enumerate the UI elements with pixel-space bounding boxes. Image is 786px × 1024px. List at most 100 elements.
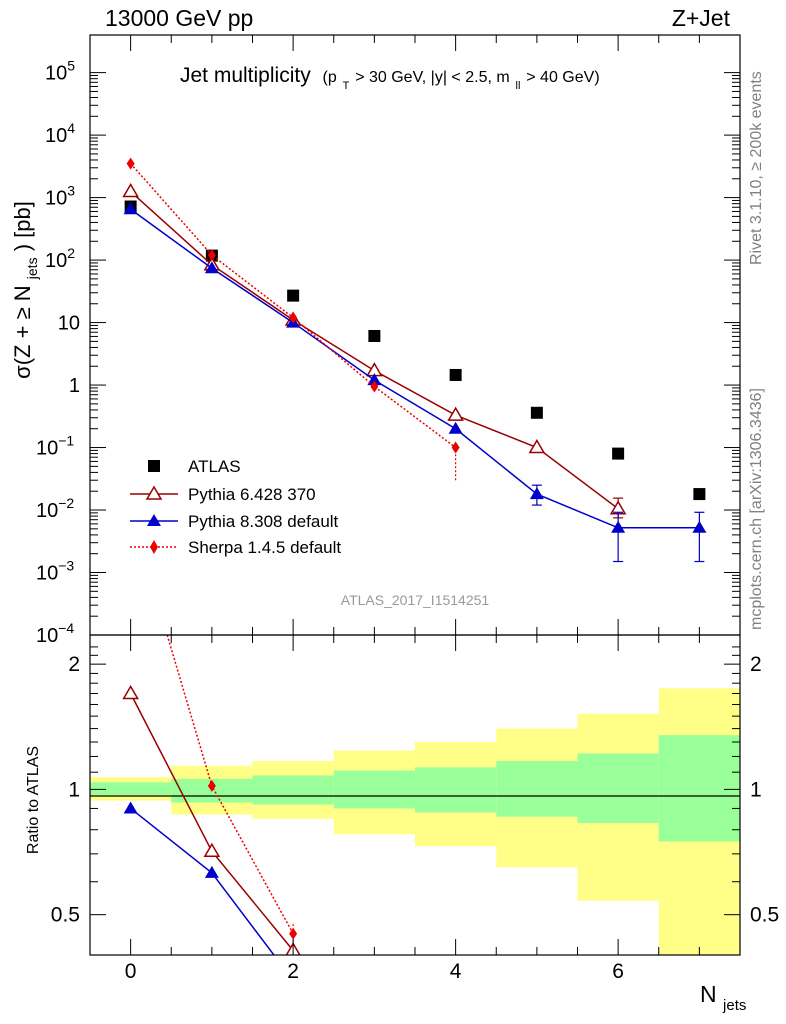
analysis-watermark: ATLAS_2017_I1514251 — [341, 592, 490, 608]
ratio-point — [122, 685, 139, 700]
main-x-axis-ticks — [89, 35, 741, 635]
ratio-y-axis-label: Ratio to ATLAS — [25, 746, 42, 854]
ratio-point — [123, 801, 138, 814]
legend-entry-atlas: ATLAS — [148, 457, 241, 476]
data-point — [447, 406, 464, 421]
main-y-tick-label-base: 10 — [36, 625, 58, 647]
main-y-tick-label-exponent: −4 — [58, 620, 74, 636]
legend-entry-pythia8: Pythia 8.308 default — [130, 512, 339, 531]
ratio-x-axis-ticks: 0 2 4 6 — [89, 635, 741, 983]
plot-title: Jet multiplicity (p T > 30 GeV, |y| < 2.… — [180, 64, 600, 94]
main-y-tick-label: 10 — [58, 313, 80, 335]
data-point — [528, 439, 546, 454]
data-point — [448, 421, 463, 434]
main-y-tick-label-base: 10 — [45, 188, 67, 210]
y-axis-label-sub: jets — [24, 257, 40, 280]
main-y-tick-label: 104 — [45, 120, 75, 147]
data-point — [287, 289, 300, 302]
ratio-point — [203, 842, 221, 858]
data-point — [692, 520, 707, 533]
legend-marker-pythia8 — [147, 514, 161, 526]
ratio-y-tick-label-right: 0.5 — [750, 904, 779, 927]
x-tick-label: 0 — [125, 960, 137, 983]
x-tick-label: 6 — [612, 960, 624, 983]
legend-marker-sherpa — [150, 540, 158, 554]
series-sherpa-1-4-5-default — [126, 157, 460, 481]
y-axis-label: σ(Z + ≥ N jets ) [pb] — [10, 201, 42, 379]
legend-entry-sherpa: Sherpa 1.4.5 default — [130, 538, 341, 557]
main-y-tick-label-exponent: 5 — [67, 58, 75, 74]
main-y-tick-label-base: 10 — [45, 63, 67, 85]
plot-title-sub-ll: ll — [516, 80, 521, 92]
data-point — [289, 311, 298, 324]
ratio-y-tick-label: 1 — [68, 778, 80, 801]
y-axis-label-main: σ(Z + ≥ N — [10, 285, 35, 379]
data-point — [126, 157, 135, 170]
data-point — [370, 380, 379, 393]
ratio-bands — [90, 688, 740, 955]
ratio-stat-uncertainty-band — [496, 761, 578, 817]
ratio-point — [204, 865, 219, 878]
data-point — [367, 373, 382, 386]
ratio-point — [207, 779, 216, 792]
main-y-tick-label-exponent: −3 — [58, 558, 74, 574]
ratio-y-axis-ticks: 0.5 0.5 1 1 2 2 — [51, 646, 779, 956]
main-y-tick-label-exponent: 3 — [67, 183, 75, 199]
ratio-stat-uncertainty-band — [415, 767, 497, 813]
data-point — [122, 183, 139, 198]
main-y-tick-label-base: 10 — [45, 250, 67, 272]
ratio-stat-uncertainty-band — [90, 782, 172, 795]
main-y-tick-label: 10−2 — [36, 495, 74, 522]
data-point — [368, 329, 381, 342]
main-y-tick-label-exponent: −2 — [58, 495, 74, 511]
plot-title-sub-close: > 40 GeV) — [526, 69, 599, 86]
main-series — [122, 157, 707, 563]
main-y-tick-label: 10−4 — [36, 620, 74, 647]
ratio-stat-uncertainty-band — [333, 770, 415, 809]
series-atlas — [124, 200, 706, 501]
plot-title-main: Jet multiplicity — [180, 64, 311, 87]
ratio-stat-uncertainty-band — [252, 775, 334, 805]
legend-marker-atlas — [148, 460, 160, 472]
data-point — [693, 488, 706, 501]
main-y-tick-label: 102 — [45, 245, 75, 272]
legend-label-pythia6: Pythia 6.428 370 — [188, 485, 316, 504]
ratio-stat-uncertainty-band — [658, 735, 740, 842]
data-point — [204, 261, 219, 274]
data-point — [449, 368, 462, 381]
ratio-y-tick-label: 0.5 — [51, 904, 80, 927]
main-y-tick-label: 1 — [69, 375, 80, 397]
main-y-tick-label-exponent: 2 — [67, 245, 75, 261]
main-y-tick-label-base: 10 — [36, 438, 58, 460]
data-point — [612, 447, 625, 460]
legend: ATLAS Pythia 6.428 370 Pythia 8.308 defa… — [130, 457, 341, 557]
data-point — [123, 202, 138, 215]
plot-title-sub-mid: > 30 GeV, |y| < 2.5, m — [355, 69, 509, 86]
ratio-point — [289, 927, 298, 940]
ratio-y-tick-label-right: 2 — [750, 653, 762, 676]
ratio-line — [130, 807, 275, 955]
y-axis-label-close: ) [pb] — [10, 201, 35, 251]
series-pythia-8-308-default — [123, 202, 707, 563]
main-y-tick-label-exponent: 4 — [67, 120, 75, 136]
main-y-tick-label-base: 10 — [36, 500, 58, 522]
ratio-line — [129, 693, 300, 955]
legend-label-sherpa: Sherpa 1.4.5 default — [188, 538, 341, 557]
main-y-tick-label: 10−1 — [36, 433, 74, 460]
rivet-version-label: Rivet 3.1.10, ≥ 200k events — [748, 71, 765, 265]
legend-entry-pythia6: Pythia 6.428 370 — [130, 485, 316, 504]
main-y-tick-label-exponent: −1 — [58, 433, 74, 449]
data-point — [451, 441, 460, 454]
x-axis-label: N jets — [700, 981, 746, 1014]
ratio-stat-uncertainty-band — [577, 753, 659, 824]
plot-title-sub-open: (p — [323, 69, 337, 86]
main-y-tick-label: 103 — [45, 183, 75, 210]
legend-label-atlas: ATLAS — [188, 457, 241, 476]
x-axis-label-main: N — [700, 981, 717, 1007]
ratio-series-pythia-8-308-default — [123, 801, 275, 955]
ratio-panel: 0.5 0.5 1 1 2 2 0 2 4 6 Ratio to ATLAS — [25, 634, 779, 983]
series-line — [130, 208, 700, 529]
